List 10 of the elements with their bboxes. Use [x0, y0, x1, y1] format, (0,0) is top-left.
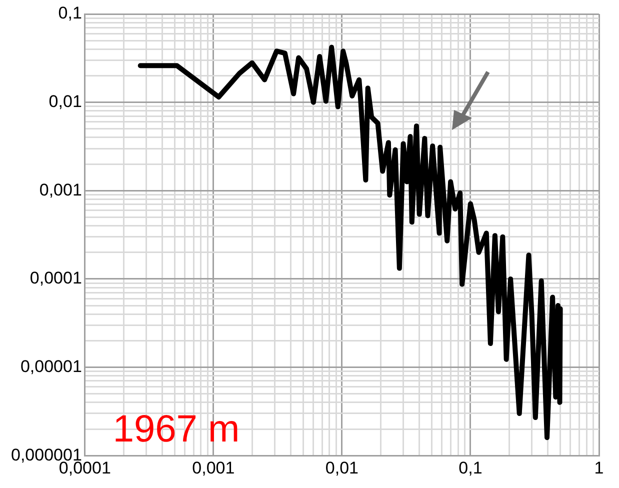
- y-tick-label: 0,01: [48, 92, 82, 112]
- y-tick-label: 0,1: [58, 4, 82, 23]
- y-tick-label: 0,001: [39, 180, 82, 200]
- x-tick-label: 0,1: [458, 458, 482, 478]
- y-tick-label: 0,00001: [20, 356, 82, 376]
- x-tick-label: 0,01: [325, 458, 358, 478]
- x-tick-label: 0,001: [192, 458, 235, 478]
- x-tick-label: 1: [594, 458, 604, 478]
- annotation: 1967 m: [112, 408, 240, 451]
- y-tick-label: 0,0001: [30, 268, 82, 288]
